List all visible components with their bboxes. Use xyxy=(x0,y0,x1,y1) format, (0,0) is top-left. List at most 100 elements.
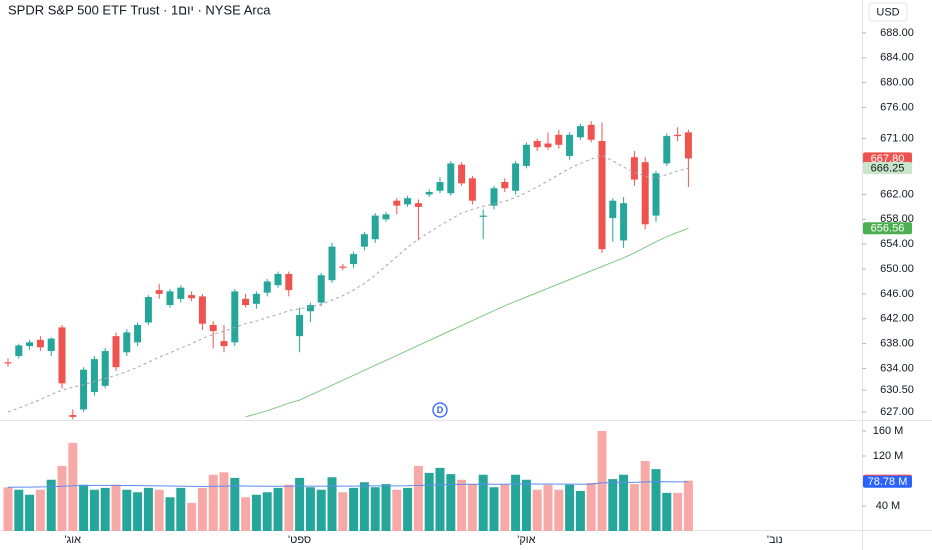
candle-body xyxy=(393,200,401,206)
volume-bar xyxy=(100,487,110,531)
volume-bar xyxy=(521,479,531,531)
candle-body xyxy=(166,291,174,306)
candle-body xyxy=(468,178,476,201)
candle-body xyxy=(479,215,487,217)
candle-body xyxy=(620,203,628,241)
currency-button[interactable] xyxy=(868,2,908,22)
y-tick-label: 650.00 xyxy=(880,263,914,275)
candle-body xyxy=(630,157,638,180)
volume-bar xyxy=(640,461,650,531)
volume-bar xyxy=(575,491,585,531)
candle-body xyxy=(4,362,12,364)
chart-title: SPDR S&P 500 ETF Trust · 1יום · NYSE Arc… xyxy=(8,2,271,17)
volume-bar xyxy=(197,487,207,531)
volume-bar xyxy=(608,479,618,531)
candle-body xyxy=(371,215,379,240)
volume-bar xyxy=(424,472,434,531)
candle-body xyxy=(328,246,336,281)
volume-tick-label: 40 M xyxy=(876,500,900,512)
volume-bar xyxy=(230,477,240,531)
candle-body xyxy=(220,341,228,347)
volume-bar xyxy=(673,492,683,531)
volume-bar xyxy=(651,469,661,531)
value-tag-label: 656.56 xyxy=(871,223,905,235)
plot-area xyxy=(3,121,693,531)
candle-body xyxy=(69,415,77,417)
candle-body xyxy=(533,141,541,148)
volume-bar xyxy=(511,474,521,531)
volume-bar xyxy=(79,484,89,531)
volume-bar xyxy=(554,489,564,531)
volume-bar xyxy=(629,484,639,531)
value-tag xyxy=(863,152,912,165)
candle-body xyxy=(296,315,304,337)
volume-bar xyxy=(46,479,56,531)
candle-body xyxy=(263,281,271,293)
volume-bar xyxy=(251,494,261,531)
y-tick-label: 642.00 xyxy=(880,313,914,325)
candle-body xyxy=(26,342,34,347)
volume-bar xyxy=(500,484,510,531)
candle-body xyxy=(544,143,552,148)
candle-body xyxy=(684,132,692,159)
candle-body xyxy=(382,214,390,220)
volume-bar xyxy=(338,492,348,531)
volume-bar xyxy=(683,480,693,531)
candle-body xyxy=(490,188,498,206)
volume-bar xyxy=(35,489,45,531)
y-tick-label: 646.00 xyxy=(880,288,914,300)
candle-body xyxy=(285,273,293,291)
event-marker xyxy=(432,402,448,418)
candle-body xyxy=(350,254,358,265)
volume-bar xyxy=(219,472,229,531)
candle-body xyxy=(209,324,217,332)
volume-moving-average xyxy=(7,481,689,488)
x-tick-label: אוק' xyxy=(517,534,535,546)
volume-bar xyxy=(370,487,380,531)
volume-bar xyxy=(295,477,305,531)
y-tick-label: 654.00 xyxy=(880,238,914,250)
x-tick-label: אוג' xyxy=(65,534,82,546)
volume-bar xyxy=(68,442,78,531)
volume-bar xyxy=(241,497,251,531)
volume-bar xyxy=(316,489,326,531)
volume-bar xyxy=(327,477,337,531)
candle-body xyxy=(198,296,206,324)
volume-bar xyxy=(565,484,575,531)
candle-body xyxy=(436,182,444,191)
y-tick-label: 658.00 xyxy=(880,213,914,225)
volume-tick-label: 160 M xyxy=(873,425,904,437)
y-tick-label: 634.00 xyxy=(880,362,914,374)
volume-bar xyxy=(284,484,294,531)
candle-body xyxy=(512,163,520,191)
volume-bar xyxy=(478,474,488,531)
candle-body xyxy=(663,136,671,164)
volume-bar xyxy=(143,487,153,531)
candle-body xyxy=(360,234,368,247)
value-tag-label: 666.25 xyxy=(871,162,905,174)
y-tick-label: 671.00 xyxy=(880,132,914,144)
y-tick-label: 627.00 xyxy=(880,406,914,418)
candle-body xyxy=(425,191,433,195)
volume-bar xyxy=(3,487,13,531)
moving-average xyxy=(245,227,689,418)
volume-tick-label: 120 M xyxy=(873,450,904,462)
event-marker-label: D xyxy=(437,405,444,415)
volume-bar xyxy=(111,484,121,531)
volume-bar xyxy=(176,487,186,531)
candle-body xyxy=(555,134,563,145)
volume-bar xyxy=(489,487,499,531)
volume-bar xyxy=(457,479,467,531)
x-tick-label: נוב' xyxy=(767,534,783,546)
volume-bar xyxy=(305,487,315,531)
volume-bar xyxy=(413,466,423,531)
currency-label[interactable]: USD xyxy=(876,6,899,18)
volume-bar xyxy=(25,494,35,531)
candle-body xyxy=(144,296,152,323)
value-tag-label: 78.78 M xyxy=(868,476,908,488)
volume-bar xyxy=(154,489,164,531)
candle-body xyxy=(339,266,347,268)
volume-bar xyxy=(435,467,445,531)
volume-bar xyxy=(133,492,143,531)
